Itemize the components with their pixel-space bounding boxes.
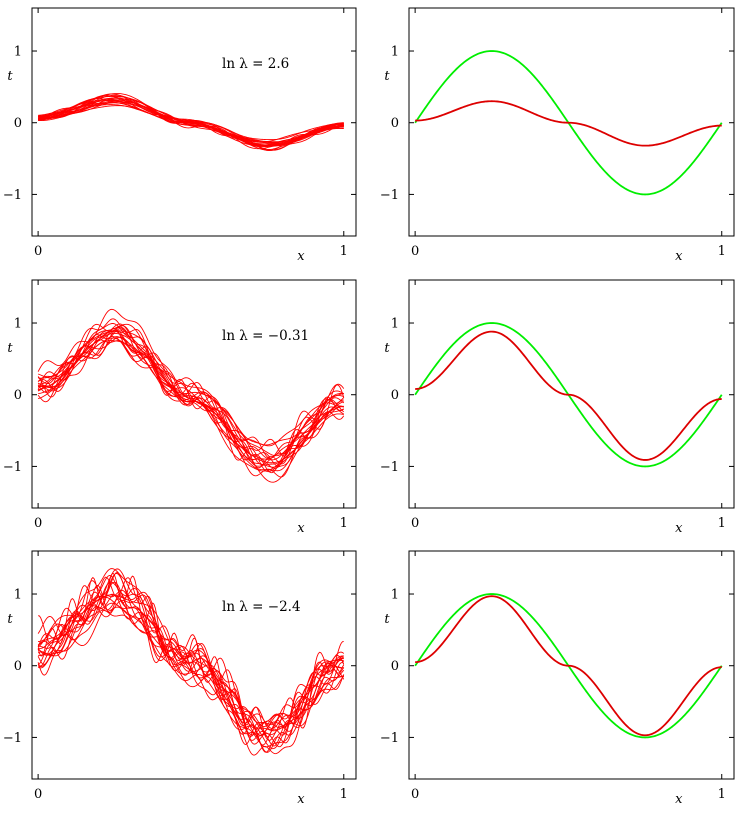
axes-frame <box>408 7 735 237</box>
plot-area <box>414 322 723 468</box>
y-tick-label: −1 <box>3 188 22 203</box>
y-tick-label: −1 <box>380 460 399 475</box>
lambda-annotation: ln λ = −2.4 <box>222 599 301 615</box>
y-axis-label: t <box>7 612 13 627</box>
y-tick-label: 1 <box>391 45 399 60</box>
x-tick-label: 0 <box>34 244 42 259</box>
y-axis-label: t <box>384 612 390 627</box>
lambda-annotation: ln λ = −0.31 <box>222 328 309 344</box>
average-fit-line <box>415 330 722 461</box>
average-fit-line <box>415 100 722 147</box>
ensemble-curve <box>38 323 344 446</box>
x-tick-label: 1 <box>718 787 726 802</box>
x-tick-label: 1 <box>718 244 726 259</box>
y-tick-label: 0 <box>14 388 22 403</box>
x-axis-label: x <box>675 521 683 536</box>
y-tick-label: 1 <box>14 45 22 60</box>
lambda-annotation: ln λ = 2.6 <box>222 56 289 72</box>
ensemble-curve <box>38 339 344 460</box>
axes-frame <box>408 279 735 509</box>
ensemble-curve <box>38 576 344 737</box>
y-tick-label: −1 <box>380 731 399 746</box>
y-tick-label: 0 <box>391 659 399 674</box>
x-tick-label: 0 <box>411 244 419 259</box>
ensemble-curve <box>37 308 345 467</box>
panel-middle-right: 10−10 1tx <box>380 279 735 536</box>
plot-area <box>414 593 723 739</box>
ensemble-curve <box>37 609 345 748</box>
ensemble-curve <box>38 100 344 144</box>
axes-frame <box>408 550 735 780</box>
x-tick-label: 1 <box>340 516 348 531</box>
y-tick-label: 0 <box>391 388 399 403</box>
y-tick-label: 1 <box>14 588 22 603</box>
y-tick-label: 1 <box>391 588 399 603</box>
ensemble-curve <box>37 336 345 459</box>
ensemble-curve <box>37 318 345 469</box>
ensemble-curve <box>38 95 344 146</box>
x-axis-label: x <box>297 249 305 264</box>
ensemble-curve <box>38 104 344 147</box>
y-tick-label: 0 <box>391 116 399 131</box>
axes-frame <box>31 550 357 780</box>
axes-frame <box>31 7 357 237</box>
ensemble-curve <box>37 581 344 748</box>
plot-area <box>414 50 723 196</box>
panel-top-right: 10−10 1tx <box>380 7 735 264</box>
panel-bottom-right: 10−10 1tx <box>380 550 735 807</box>
ensemble-curve <box>37 336 344 468</box>
ensemble-curve <box>38 323 344 478</box>
y-tick-label: −1 <box>3 460 22 475</box>
x-tick-label: 0 <box>411 516 419 531</box>
x-tick-label: 1 <box>340 787 348 802</box>
x-tick-label: 0 <box>34 516 42 531</box>
y-tick-label: 0 <box>14 659 22 674</box>
x-axis-label: x <box>675 792 683 807</box>
y-tick-label: −1 <box>380 188 399 203</box>
ensemble-curve <box>38 606 344 746</box>
x-tick-label: 1 <box>718 516 726 531</box>
plot-area <box>37 308 345 483</box>
ensemble-curve <box>37 594 344 737</box>
y-tick-label: 0 <box>14 116 22 131</box>
y-axis-label: t <box>384 69 390 84</box>
ensemble-curve <box>37 594 344 753</box>
ensemble-curve <box>37 330 345 467</box>
y-tick-label: −1 <box>3 731 22 746</box>
ensemble-curve <box>37 328 345 457</box>
x-tick-label: 0 <box>34 787 42 802</box>
ensemble-curve <box>38 329 344 447</box>
x-tick-label: 0 <box>411 787 419 802</box>
x-axis-label: x <box>297 521 305 536</box>
x-axis-label: x <box>297 792 305 807</box>
y-axis-label: t <box>384 341 390 356</box>
ensemble-curve <box>37 330 344 457</box>
axes-frame <box>31 279 357 509</box>
y-tick-label: 1 <box>391 317 399 332</box>
y-axis-label: t <box>7 69 13 84</box>
plot-area <box>37 568 345 756</box>
ensemble-curve <box>38 100 344 151</box>
ensemble-curve <box>37 602 345 750</box>
y-axis-label: t <box>7 341 13 356</box>
average-fit-line <box>415 595 722 737</box>
ensemble-curve <box>37 581 345 753</box>
y-tick-label: 1 <box>14 317 22 332</box>
ensemble-curve <box>38 573 345 729</box>
x-axis-label: x <box>675 249 683 264</box>
ensemble-curve <box>37 571 344 747</box>
x-tick-label: 1 <box>340 244 348 259</box>
plot-area <box>38 93 344 151</box>
